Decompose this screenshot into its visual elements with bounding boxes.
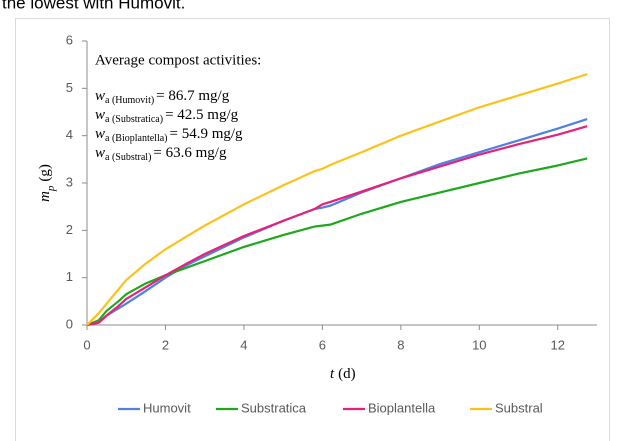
annotation-symbol: w	[95, 88, 105, 104]
annotation-subscript: a (Bioplantella)	[105, 133, 167, 144]
y-axis-label: mp (g)	[37, 164, 56, 202]
annotation-line: wa (Substratica) = 42.5 mg/g	[95, 107, 239, 125]
legend-label: Substratica	[241, 400, 307, 415]
y-label-symbol: m	[37, 191, 53, 202]
annotation-subscript: a (Humovit)	[105, 95, 154, 106]
annotation-text: = 54.9 mg/g	[170, 126, 244, 142]
x-label-symbol: t	[330, 366, 335, 382]
x-tick-label: 2	[162, 337, 169, 352]
chart-frame	[15, 18, 610, 441]
y-tick-label: 4	[66, 127, 73, 142]
annotation-symbol: w	[95, 126, 105, 142]
series-line	[86, 157, 588, 327]
annotation-symbol: w	[95, 107, 105, 123]
annotation-line: wa (Bioplantella) = 54.9 mg/g	[95, 126, 243, 144]
y-tick-label: 6	[66, 32, 73, 47]
annotation-text: = 86.7 mg/g	[156, 88, 230, 104]
annotation-subscript: a (Substral)	[105, 152, 151, 163]
x-label-unit: (d)	[338, 366, 356, 382]
caption-fragment: the lowest with Humovit.	[2, 0, 185, 12]
y-label-subscript: p	[45, 185, 57, 192]
annotation-symbol: w	[95, 145, 105, 161]
x-axis-label: t (d)	[330, 366, 356, 382]
y-tick-label: 1	[66, 269, 73, 284]
x-tick-label: 4	[240, 337, 247, 352]
x-tick-label: 8	[397, 337, 404, 352]
legend-label: Bioplantella	[368, 400, 436, 415]
annotation-line: wa (Substral) = 63.6 mg/g	[95, 145, 227, 163]
annotation-subscript: a (Substratica)	[105, 114, 163, 125]
y-tick-label: 0	[66, 316, 73, 331]
series-line	[86, 73, 588, 326]
y-tick-label: 2	[66, 222, 73, 237]
series-line	[86, 125, 588, 327]
x-tick-label: 10	[472, 337, 486, 352]
y-tick-label: 3	[66, 174, 73, 189]
x-tick-label: 6	[319, 337, 326, 352]
x-tick-label: 0	[83, 337, 90, 352]
legend-label: Humovit	[143, 400, 191, 415]
y-label-unit: (g)	[37, 164, 53, 182]
annotation-title: Average compost activities:	[95, 52, 261, 68]
y-tick-label: 5	[66, 80, 73, 95]
annotation-text: = 42.5 mg/g	[165, 107, 239, 123]
x-tick-label: 12	[551, 337, 565, 352]
y-axis-label-group: mp (g)	[37, 164, 56, 202]
legend-label: Substral	[495, 400, 543, 415]
annotation-line: wa (Humovit) = 86.7 mg/g	[95, 88, 230, 106]
annotation-text: = 63.6 mg/g	[153, 145, 227, 161]
